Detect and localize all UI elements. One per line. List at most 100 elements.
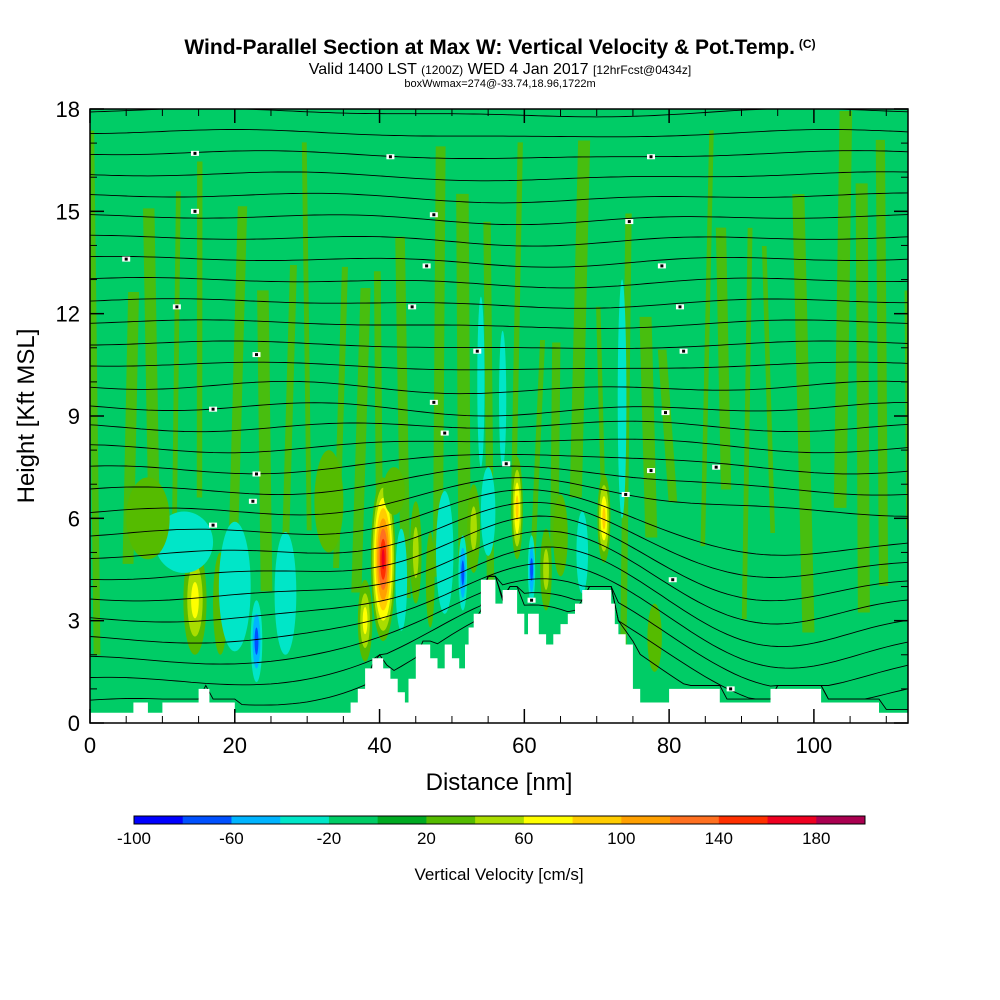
theta-contour [90,489,908,556]
forecast-info: [12hrFcst@0434z] [593,63,692,77]
theta-contour [90,255,908,268]
theta-contour [90,438,908,454]
theta-label-mark [211,407,215,411]
velocity-band [553,494,568,577]
velocity-band [425,531,435,628]
x-axis-title: Distance [nm] [426,769,573,796]
colorbar-tick-label: 140 [705,829,733,848]
y-tick-label: 18 [56,97,80,122]
velocity-stripe [855,183,870,613]
colorbar-tick-label: -100 [117,829,151,848]
y-tick-label: 15 [56,199,80,224]
velocity-stripe [171,191,181,535]
colorbar-tick-label: 20 [417,829,436,848]
theta-label-mark [663,411,667,415]
copyright-mark: (C) [798,37,816,51]
theta-label-mark [193,209,197,213]
velocity-stripe [228,206,248,538]
theta-contour [90,501,908,578]
plot-area [90,109,908,723]
velocity-band [461,560,465,586]
theta-label-mark [530,598,534,602]
theta-label-mark [678,305,682,309]
velocity-stripes [90,110,908,655]
velocity-band [383,467,405,515]
colorbar-tick-label: -20 [317,829,342,848]
velocity-stripe [833,110,853,508]
velocity-band [155,511,214,573]
colorbar-tick-label: -60 [219,829,244,848]
x-tick-label: 80 [657,733,681,758]
theta-label-mark [627,220,631,224]
velocity-stripe [90,130,101,655]
velocity-band [274,531,297,655]
theta-contour [90,109,908,118]
theta-contour [90,277,908,289]
theta-label-mark [682,349,686,353]
y-axis: 0 3 6 9 12 15 18 [56,97,908,736]
theta-contour [90,575,908,687]
theta-label-mark [443,431,447,435]
theta-label-mark [504,462,508,466]
colorbar-swatch [670,816,720,824]
theta-contour [90,453,908,475]
velocity-stripe [395,236,411,599]
velocity-band [412,526,419,579]
colorbar-swatch [134,816,184,824]
theta-label-mark [649,155,653,159]
theta-contour [90,234,908,247]
theta-label-mark [660,264,664,268]
theta-label-mark [432,400,436,404]
theta-label-mark [671,578,675,582]
theta-label-mark [175,305,179,309]
x-tick-label: 40 [367,733,391,758]
terrain [90,579,908,723]
colorbar-swatch [475,816,525,824]
velocity-band [477,296,485,468]
velocity-stripe [280,264,297,605]
colorbar-swatch [767,816,817,824]
velocity-band [480,467,496,556]
velocity-stripe [257,290,273,592]
velocity-stripe [700,130,714,547]
y-tick-label: 6 [68,506,80,531]
theta-contour [90,530,908,625]
theta-label-mark [475,349,479,353]
x-tick-label: 0 [84,733,96,758]
y-tick-label: 12 [56,302,80,327]
y-tick-label: 9 [68,404,80,429]
valid-time-line: Valid 1400 LST (1200Z) WED 4 Jan 2017 [1… [0,61,1000,79]
velocity-band [499,330,507,468]
velocity-stripe [761,245,775,533]
theta-contour [90,562,908,669]
velocity-stripe [351,287,371,593]
theta-contour [90,129,908,138]
velocity-band [191,582,199,619]
valid-utc: (1200Z) [421,63,464,77]
colorbar-swatch [572,816,622,824]
velocity-band [362,607,368,635]
velocity-band [314,450,344,553]
theta-label-mark [124,257,128,261]
x-axis: 0 20 40 60 80 100 [84,109,887,758]
x-tick-label: 100 [796,733,833,758]
chart-title: Wind-Parallel Section at Max W: Vertical… [0,36,1000,60]
colorbar-swatch [280,816,330,824]
velocity-stripe [196,161,203,498]
colorbar-swatch [523,816,574,824]
theta-contour [90,319,908,329]
velocity-stripe [639,316,658,538]
theta-contour [90,171,908,182]
theta-contour-labels [122,150,735,692]
theta-label-mark [254,353,258,357]
velocity-stripe [432,146,446,577]
colorbar-swatch [426,816,476,824]
theta-label-mark [714,465,718,469]
velocity-stripe [529,339,546,586]
velocity-band [647,603,662,672]
velocity-stripe [904,290,908,530]
theta-label-mark [211,523,215,527]
colorbar-swatch [377,816,427,824]
theta-contour [90,361,908,371]
